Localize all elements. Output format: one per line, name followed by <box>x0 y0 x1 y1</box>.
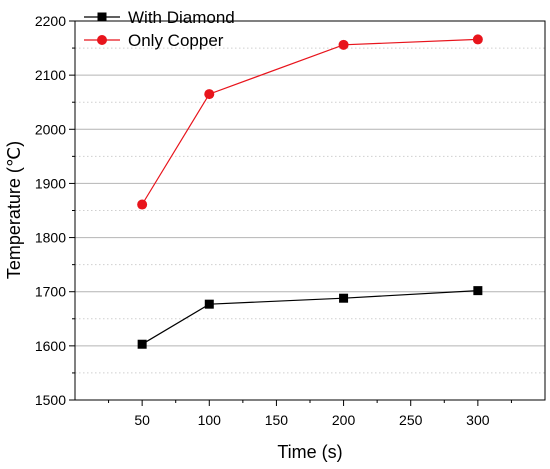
legend: With Diamond Only Copper <box>84 8 235 50</box>
y-tick-label: 1800 <box>35 230 66 246</box>
legend-label-only-copper: Only Copper <box>128 31 224 50</box>
y-tick-label: 2100 <box>35 67 66 83</box>
y-tick-label: 1900 <box>35 175 66 191</box>
x-tick-label: 150 <box>265 412 289 428</box>
x-axis-title: Time (s) <box>277 442 342 462</box>
legend-marker-with-diamond <box>97 12 107 22</box>
series-markers <box>137 34 483 349</box>
data-point-with-diamond <box>339 293 349 303</box>
data-point-with-diamond <box>204 299 214 309</box>
legend-label-with-diamond: With Diamond <box>128 8 235 27</box>
legend-marker-only-copper <box>97 35 107 45</box>
y-tick-label: 1600 <box>35 338 66 354</box>
y-axis-title: Temperature (℃) <box>4 141 24 279</box>
data-point-only-copper <box>137 199 148 210</box>
x-tick-label: 300 <box>466 412 490 428</box>
series-lines <box>141 38 478 345</box>
series-line-only-copper <box>141 38 478 205</box>
axis-ticks: 1500 1600 1700 1800 1900 2000 2100 2200 50 100 150… <box>35 13 512 428</box>
data-point-only-copper <box>338 39 349 50</box>
data-point-with-diamond <box>473 286 483 296</box>
x-tick-label: 200 <box>332 412 356 428</box>
series-line-with-diamond <box>141 290 478 345</box>
y-tick-label: 2200 <box>35 13 66 29</box>
x-tick-label: 50 <box>134 412 150 428</box>
y-tick-label: 2000 <box>35 121 66 137</box>
grid <box>75 47 545 374</box>
data-point-with-diamond <box>137 339 147 349</box>
x-tick-label: 250 <box>399 412 423 428</box>
y-tick-label: 1700 <box>35 284 66 300</box>
y-tick-label: 1500 <box>35 392 66 408</box>
data-point-only-copper <box>472 34 483 45</box>
data-point-only-copper <box>204 89 215 100</box>
x-tick-label: 100 <box>198 412 222 428</box>
